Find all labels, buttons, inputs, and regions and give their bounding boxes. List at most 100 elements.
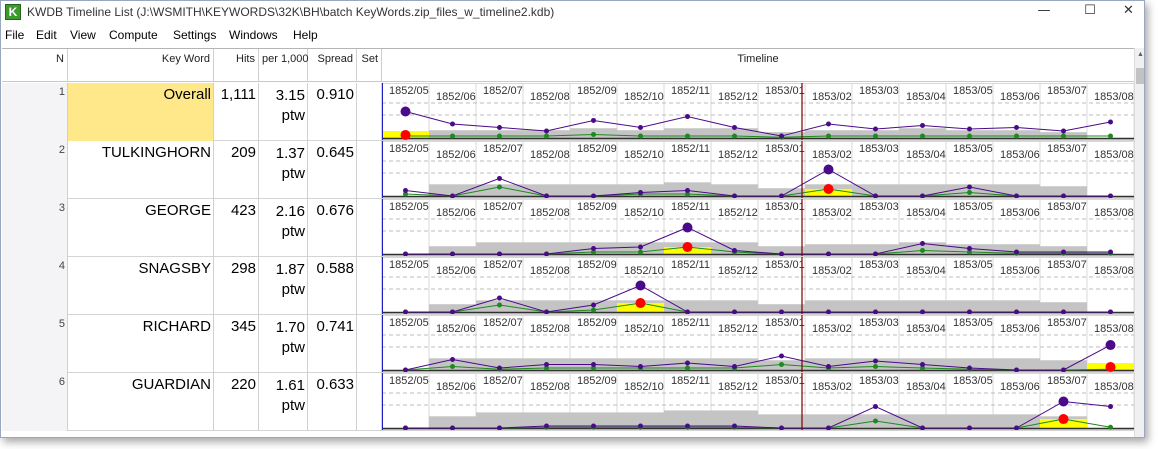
menu-settings[interactable]: Settings [173,28,217,42]
purple-series-point [732,193,737,198]
timeline-gray-bar [946,358,993,370]
per-1000-cell[interactable]: 1.37 ptw [259,141,308,199]
timeline-cell[interactable]: 1852/05 1852/06 1852/07 1852/08 1852/09 1852/… [382,141,1134,199]
menu-file[interactable]: File [5,28,25,42]
menu-help[interactable]: Help [293,28,318,42]
spread-cell[interactable]: 0.676 [308,199,357,257]
table-row[interactable]: 6 GUARDIAN 220 1.61 ptw 0.633 1852/05 1852/06 18… [2,373,1134,431]
set-cell[interactable] [357,257,382,315]
timeline-gray-bar [617,412,664,428]
set-cell[interactable] [357,373,382,431]
window-title: KWDB Timeline List (J:\WSMITH\KEYWORDS\3… [27,5,555,19]
keyword-cell[interactable]: GEORGE [68,199,214,257]
spread-cell[interactable]: 0.741 [308,315,357,373]
green-series-point [873,418,878,424]
per-1000-cell[interactable]: 2.16 ptw [259,199,308,257]
timeline-cell[interactable]: 1852/05 1852/06 1852/07 1852/08 1852/09 1852/… [382,257,1134,315]
green-series-point [591,249,596,255]
spread-cell[interactable]: 0.645 [308,141,357,199]
row-number[interactable]: 3 [2,199,68,257]
timeline-cell[interactable]: 1852/05 1852/06 1852/07 1852/08 1852/09 1852/… [382,315,1134,373]
period-label: 1853/07 [1047,143,1087,155]
table-row[interactable]: 1 Overall 1,111 3.15 ptw 0.910 1852/05 1852/06 1… [2,83,1134,141]
timeline-cell[interactable]: 1852/05 1852/06 1852/07 1852/08 1852/09 1852/… [382,199,1134,257]
column-header-n[interactable]: N [2,49,68,82]
per-1000-cell[interactable]: 1.61 ptw [259,373,308,431]
timeline-cell[interactable]: 1852/05 1852/06 1852/07 1852/08 1852/09 1852/… [382,373,1134,431]
purple-series-point [1014,193,1019,198]
set-cell[interactable] [357,83,382,141]
column-header-per-1000[interactable]: per 1,000 [259,49,308,82]
minimize-button[interactable]: — [1037,3,1051,18]
menu-view[interactable]: View [70,28,96,42]
column-header-hits[interactable]: Hits [214,49,259,82]
hits-cell[interactable]: 220 [214,373,259,431]
row-number[interactable]: 1 [2,83,68,141]
hits-cell[interactable]: 209 [214,141,259,199]
period-label: 1853/02 [812,149,852,161]
per-1000-cell[interactable]: 1.70 ptw [259,315,308,373]
peak-red-point [400,130,411,140]
per-1000-cell[interactable]: 3.15 ptw [259,83,308,141]
close-button[interactable]: ✕ [1123,3,1134,18]
row-number[interactable]: 4 [2,257,68,315]
table-row[interactable]: 2 TULKINGHORN 209 1.37 ptw 0.645 1852/05 1852/0… [2,141,1134,199]
keyword-cell[interactable]: Overall [68,83,214,141]
spread-cell[interactable]: 0.910 [308,83,357,141]
period-label: 1852/05 [389,259,429,271]
scrollbar-thumb[interactable] [1136,68,1144,84]
period-label: 1852/08 [530,149,570,161]
purple-series-point [826,251,831,256]
spread-cell[interactable]: 0.633 [308,373,357,431]
menu-compute[interactable]: Compute [109,28,158,42]
green-series-point [497,184,502,190]
purple-series-point [873,251,878,256]
period-label: 1853/05 [953,143,993,155]
green-series-point [450,133,455,139]
hits-cell[interactable]: 345 [214,315,259,373]
row-number[interactable]: 6 [2,373,68,431]
column-header-spread[interactable]: Spread [308,49,357,82]
scroll-up-icon[interactable]: ▲ [1137,51,1144,58]
menu-edit[interactable]: Edit [36,28,57,42]
timeline-gray-bar [1040,186,1087,196]
title-bar[interactable]: K KWDB Timeline List (J:\WSMITH\KEYWORDS… [1,1,1144,24]
purple-series-point [403,188,408,194]
set-cell[interactable] [357,199,382,257]
keyword-cell[interactable]: GUARDIAN [68,373,214,431]
hits-cell[interactable]: 1,111 [214,83,259,141]
column-header-timeline[interactable]: Timeline [737,53,779,65]
maximize-button[interactable]: ☐ [1084,3,1096,18]
menu-bar: File Edit View Compute Settings Windows … [1,25,1144,46]
timeline-gray-bar [993,414,1040,428]
hits-cell[interactable]: 423 [214,199,259,257]
period-label: 1852/12 [718,381,758,393]
period-label: 1852/09 [577,375,617,387]
purple-series-point [1014,367,1019,372]
table-row[interactable]: 3 GEORGE 423 2.16 ptw 0.676 1852/05 1852/06 1852… [2,199,1134,257]
table-row[interactable]: 5 RICHARD 345 1.70 ptw 0.741 1852/05 1852/06 185… [2,315,1134,373]
period-label: 1853/03 [859,85,899,97]
timeline-gray-bar [758,188,805,196]
timeline-cell[interactable]: 1852/05 1852/06 1852/07 1852/08 1852/09 1852/… [382,83,1134,141]
row-number[interactable]: 2 [2,141,68,199]
purple-series-point [544,193,549,198]
purple-series-point [779,425,784,430]
per-1000-cell[interactable]: 1.87 ptw [259,257,308,315]
menu-windows[interactable]: Windows [229,28,278,42]
set-cell[interactable] [357,315,382,373]
keyword-cell[interactable]: SNAGSBY [68,257,214,315]
hits-cell[interactable]: 298 [214,257,259,315]
timeline-sparkline: 1852/05 1852/06 1852/07 1852/08 1852/09 1852/… [382,199,1134,256]
row-number[interactable]: 5 [2,315,68,373]
keyword-cell[interactable]: RICHARD [68,315,214,373]
keyword-cell[interactable]: TULKINGHORN [68,141,214,199]
timeline-gray-bar [476,358,523,370]
period-label: 1853/05 [953,375,993,387]
set-cell[interactable] [357,141,382,199]
column-header-keyword[interactable]: Key Word [68,49,214,82]
spread-cell[interactable]: 0.588 [308,257,357,315]
vertical-scrollbar[interactable]: ▲ [1134,48,1144,437]
column-header-set[interactable]: Set [357,49,382,82]
table-row[interactable]: 4 SNAGSBY 298 1.87 ptw 0.588 1852/05 1852/06 185… [2,257,1134,315]
